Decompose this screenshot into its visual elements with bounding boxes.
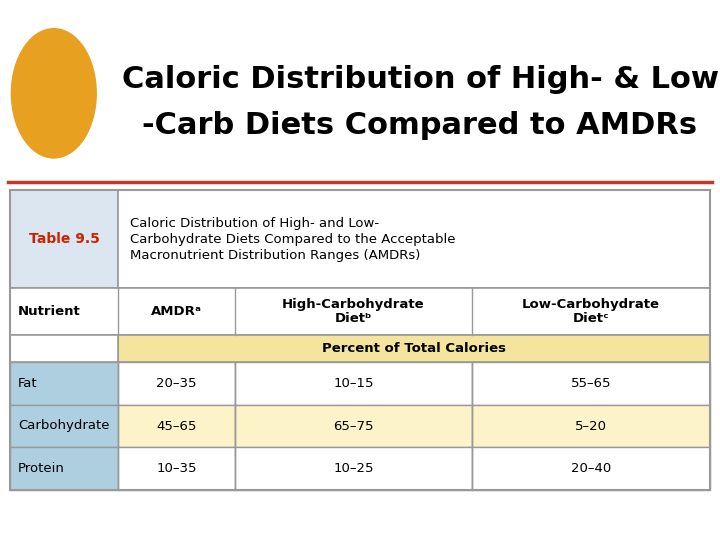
Bar	[10, 404, 118, 447]
Text: 65–75: 65–75	[333, 420, 374, 433]
Bar	[235, 447, 472, 490]
Bar	[118, 447, 235, 490]
Text: 45–65: 45–65	[156, 420, 197, 433]
Text: Table 9.5: Table 9.5	[29, 232, 99, 246]
Text: 55–65: 55–65	[571, 377, 611, 390]
Text: 10–15: 10–15	[333, 377, 374, 390]
Text: Carbohydrate Diets Compared to the Acceptable: Carbohydrate Diets Compared to the Accep…	[130, 233, 456, 246]
Bar	[10, 447, 118, 490]
Text: Dietᶜ: Dietᶜ	[572, 312, 609, 325]
Text: 10–35: 10–35	[156, 462, 197, 475]
Bar	[472, 447, 710, 490]
Bar	[118, 335, 710, 362]
Text: Carbohydrate: Carbohydrate	[18, 420, 109, 433]
Text: NUTR: NUTR	[12, 14, 60, 29]
Text: 20–35: 20–35	[156, 377, 197, 390]
Text: Nutrient: Nutrient	[18, 305, 81, 318]
Text: Caloric Distribution of High- & Low: Caloric Distribution of High- & Low	[122, 65, 719, 94]
Text: NUTR'S REVIEW: NUTR'S REVIEW	[43, 163, 76, 166]
Bar	[235, 362, 472, 404]
Bar	[10, 288, 710, 335]
Text: High-Carbohydrate: High-Carbohydrate	[282, 298, 425, 311]
Bar	[118, 190, 710, 288]
Text: AMDRᵃ: AMDRᵃ	[151, 305, 202, 318]
Bar	[10, 190, 710, 490]
Bar	[235, 404, 472, 447]
Bar	[118, 362, 235, 404]
Bar	[472, 362, 710, 404]
Bar	[118, 404, 235, 447]
Bar	[10, 190, 118, 288]
Text: Low-Carbohydrate: Low-Carbohydrate	[522, 298, 660, 311]
Circle shape	[12, 29, 96, 158]
Text: Caloric Distribution of High- and Low-: Caloric Distribution of High- and Low-	[130, 217, 379, 230]
Text: -Carb Diets Compared to AMDRs: -Carb Diets Compared to AMDRs	[143, 111, 698, 139]
Text: 20–40: 20–40	[571, 462, 611, 475]
Text: Macronutrient Distribution Ranges (AMDRs): Macronutrient Distribution Ranges (AMDRs…	[130, 248, 420, 261]
Bar	[472, 404, 710, 447]
Text: Protein: Protein	[18, 462, 65, 475]
Text: Fat: Fat	[18, 377, 37, 390]
Text: 5–20: 5–20	[575, 420, 607, 433]
Text: 10–25: 10–25	[333, 462, 374, 475]
Bar	[10, 335, 118, 362]
Bar	[10, 362, 118, 404]
Text: Percent of Total Calories: Percent of Total Calories	[322, 342, 506, 355]
Text: Dietᵇ: Dietᵇ	[335, 312, 372, 325]
